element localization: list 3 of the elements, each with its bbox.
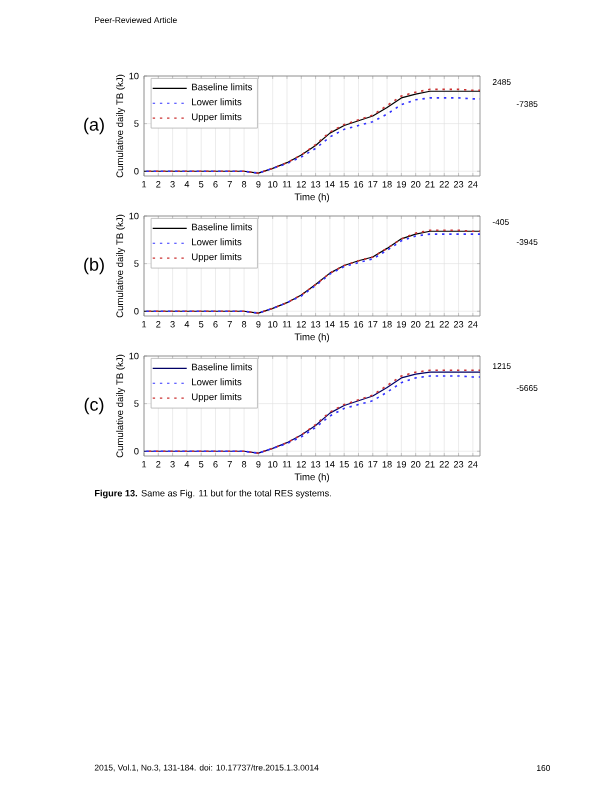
text: (b)	[84, 257, 104, 275]
text: (a)	[84, 117, 104, 135]
text: (c)	[84, 397, 104, 415]
